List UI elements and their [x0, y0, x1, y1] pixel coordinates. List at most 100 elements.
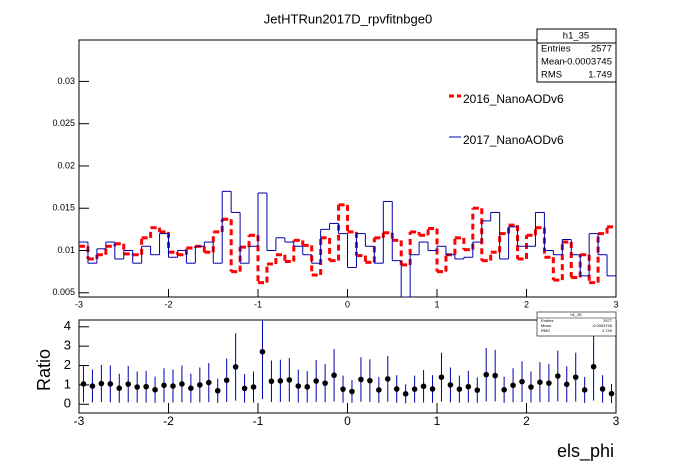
- ratio-point: [501, 386, 507, 393]
- ratio-point: [286, 377, 293, 383]
- x-tick-label: 1: [434, 414, 441, 428]
- x-tick-label: 3: [613, 299, 618, 309]
- ratio-point: [474, 387, 481, 393]
- stats-frame: [536, 28, 617, 83]
- stats-value: -0.0003745: [592, 323, 613, 328]
- ratio-point: [295, 383, 302, 389]
- ratio-point: [367, 377, 373, 384]
- ratio-point: [80, 381, 87, 387]
- ratio-point: [465, 383, 472, 390]
- ratio-point: [402, 391, 409, 397]
- ratio-point: [483, 371, 490, 378]
- y-tick-label: 0.02: [57, 160, 75, 170]
- x-tick-label: 2: [524, 299, 529, 309]
- ratio-point: [581, 387, 588, 393]
- ratio-point: [411, 386, 418, 392]
- ratio-point: [259, 348, 266, 355]
- ratio-point: [438, 374, 445, 380]
- x-tick-label: 3: [613, 414, 620, 428]
- legend-label: 2016_NanoAODv6: [463, 92, 564, 106]
- y-tick-label: 2: [64, 357, 71, 372]
- chart-title: JetHTRun2017D_rpvfitnbge0: [264, 11, 432, 26]
- stats-title: h1_35: [563, 31, 589, 42]
- ratio-point: [188, 385, 194, 392]
- stats-label: Entries: [541, 44, 571, 55]
- ratio-point: [205, 379, 212, 386]
- ratio-point: [510, 382, 516, 389]
- ratio-point: [358, 376, 364, 383]
- ratio-point: [277, 378, 284, 384]
- ratio-point: [152, 386, 158, 393]
- ratio-point: [376, 387, 382, 393]
- y-tick-label: 3: [64, 338, 71, 353]
- x-tick-label: 2: [523, 414, 530, 428]
- ratio-point: [214, 387, 221, 394]
- ratio-point: [384, 376, 391, 382]
- ratio-point: [143, 383, 149, 390]
- x-axis-label: els_phi: [557, 441, 614, 462]
- stats-label: RMS: [541, 70, 562, 81]
- x-tick-label: 1: [434, 299, 439, 309]
- legend: 2016_NanoAODv6 2017_NanoAODv6: [449, 92, 564, 147]
- ratio-point: [223, 377, 230, 384]
- ratio-point: [241, 385, 248, 392]
- ratio-point: [197, 382, 203, 388]
- stats-value: 1.749: [602, 328, 613, 333]
- ratio-point: [161, 382, 167, 389]
- y-tick-label: 0.01: [57, 245, 75, 255]
- ratio-point: [563, 381, 570, 388]
- ratio-point: [546, 380, 552, 386]
- ratio-plot: [80, 320, 615, 404]
- x-tick-label: -3: [74, 414, 85, 428]
- ratio-point: [179, 381, 185, 387]
- ratio-point: [116, 385, 123, 392]
- x-tick-label: 0: [344, 414, 351, 428]
- ratio-point: [89, 383, 96, 389]
- y-tick-label: 0.03: [57, 76, 75, 86]
- y-tick-label: 0.015: [52, 203, 75, 213]
- ratio-point: [572, 374, 579, 380]
- ratio-point: [250, 384, 257, 390]
- stats-value: 2577: [591, 44, 612, 55]
- ratio-point: [456, 386, 463, 392]
- ratio-point: [393, 386, 400, 392]
- y-tick-label: 0: [64, 396, 71, 411]
- ratio-point: [429, 386, 436, 392]
- top-plot: [79, 190, 616, 297]
- y-axis-label: Ratio: [34, 349, 54, 391]
- ratio-point: [170, 383, 176, 389]
- stats-value: 2577: [603, 318, 613, 323]
- x-tick-label: -2: [164, 299, 172, 309]
- ratio-point: [304, 384, 311, 390]
- ratio-point: [331, 372, 337, 379]
- ratio-point: [313, 378, 319, 384]
- stats-label: RMS: [541, 328, 550, 333]
- stats-label: Mean: [541, 57, 565, 68]
- ratio-point: [125, 381, 132, 387]
- x-tick-label: -2: [163, 414, 174, 428]
- stats-title: h1_35: [570, 312, 582, 317]
- ratio-point: [608, 390, 615, 397]
- ratio-point: [528, 384, 534, 390]
- y-tick-label: 4: [64, 318, 71, 333]
- stats-box: h1_35 Entries 2577 Mean -0.0003745 RMS 1…: [536, 28, 617, 83]
- stats-frame: [536, 311, 617, 337]
- ratio-point: [492, 372, 498, 379]
- ratio-point: [590, 363, 597, 370]
- ratio-point: [232, 364, 239, 370]
- ratio-point: [349, 388, 355, 395]
- x-tick-label: -1: [253, 414, 264, 428]
- stats-value: -0.0003745: [564, 57, 612, 68]
- x-tick-label: -1: [254, 299, 262, 309]
- ratio-point: [268, 378, 275, 385]
- legend-label: 2017_NanoAODv6: [463, 133, 564, 147]
- stats-value: 1.749: [588, 70, 612, 81]
- ratio-point: [555, 373, 561, 379]
- x-tick-label: -3: [75, 299, 83, 309]
- ratio-point: [447, 382, 454, 388]
- ratio-point: [519, 378, 525, 385]
- ratio-point: [537, 379, 543, 385]
- x-tick-label: 0: [345, 299, 350, 309]
